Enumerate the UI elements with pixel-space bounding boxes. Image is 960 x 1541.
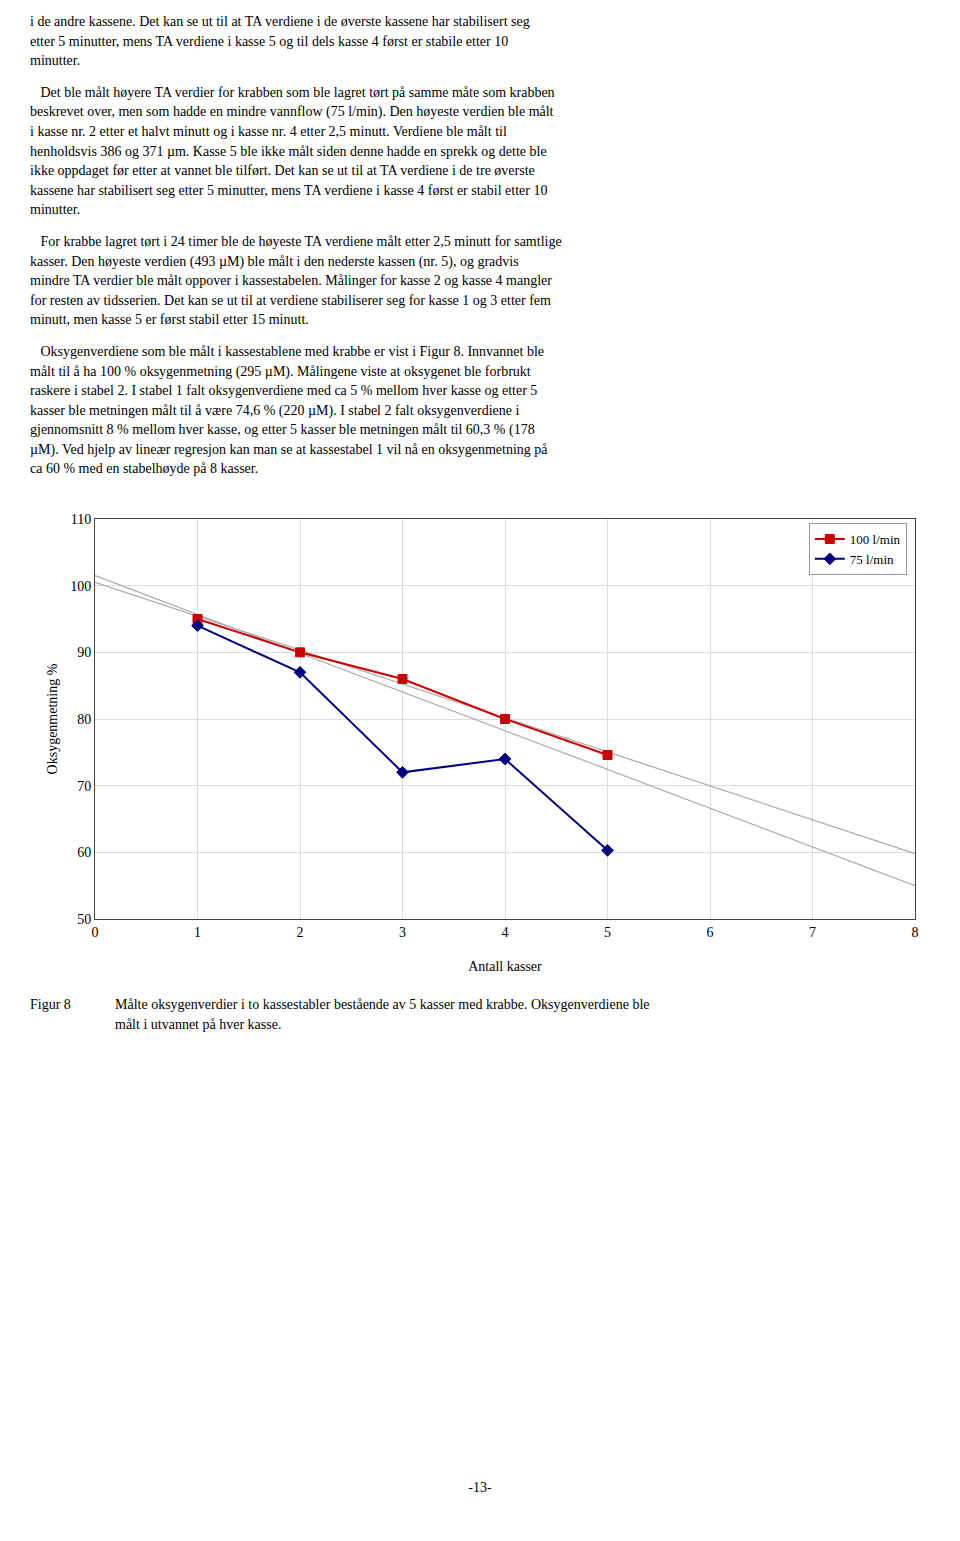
html-text:Figur 8: Figur 8 (30, 997, 71, 1012)
svg-text:50: 50 (77, 912, 91, 927)
svg-text:80: 80 (77, 712, 91, 727)
svg-text:90: 90 (77, 645, 91, 660)
svg-text:70: 70 (77, 779, 91, 794)
html-text:Det ble målt høyere TA verdier: Det ble målt høyere TA verdier for krabb… (30, 84, 555, 218)
svg-text:100 l/min: 100 l/min (850, 532, 901, 547)
html-text:Målte oksygenverdier i to kass: Målte oksygenverdier i to kassestabler b… (115, 997, 650, 1032)
svg-text:4: 4 (502, 925, 509, 940)
svg-text:75 l/min: 75 l/min (850, 552, 894, 567)
svg-text:6: 6 (707, 925, 714, 940)
svg-text:1: 1 (194, 925, 201, 940)
svg-text:3: 3 (399, 925, 406, 940)
svg-text:2: 2 (297, 925, 304, 940)
svg-text:0: 0 (92, 925, 99, 940)
svg-text:7: 7 (809, 925, 816, 940)
svg-text:Oksygenmetning %: Oksygenmetning % (45, 663, 60, 774)
html-text:Oksygenverdiene som ble målt i: Oksygenverdiene som ble målt i kassestab… (30, 343, 548, 477)
svg-text:60: 60 (77, 845, 91, 860)
svg-text:100: 100 (70, 579, 91, 594)
html-text:-13-: -13- (468, 1480, 492, 1495)
svg-text:5: 5 (604, 925, 611, 940)
html-text:i de andre kassene. Det kan se: i de andre kassene. Det kan se ut til at… (30, 14, 530, 69)
svg-text:Antall kasser: Antall kasser (468, 959, 542, 974)
html-text:For krabbe lagret tørt i 24 ti: For krabbe lagret tørt i 24 timer ble de… (30, 233, 562, 328)
svg-text:8: 8 (912, 925, 919, 940)
svg-text:110: 110 (71, 512, 91, 527)
